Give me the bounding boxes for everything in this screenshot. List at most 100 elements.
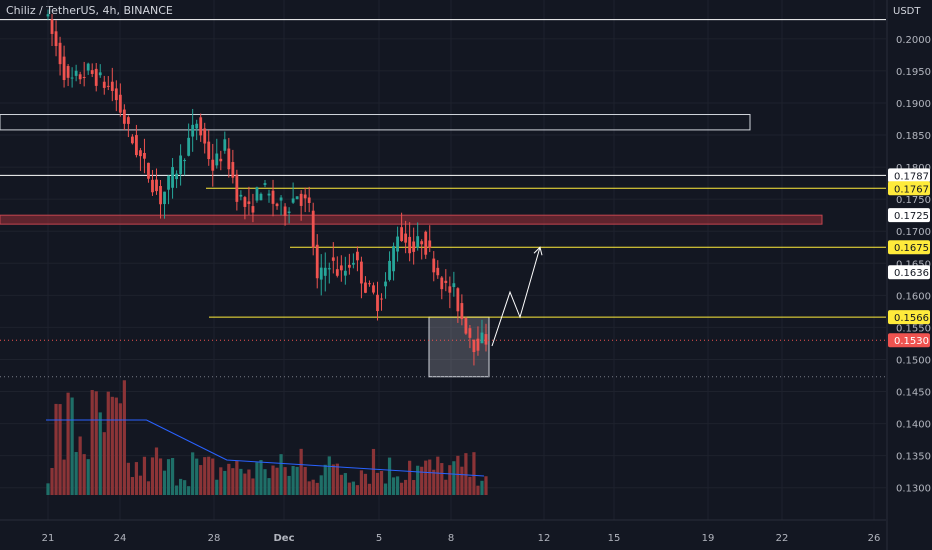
candle-body [207,141,211,160]
volume-bar [183,480,187,495]
price-tick-label: 0.1400 [896,420,931,431]
candle-body [460,303,464,320]
time-tick-label: 22 [776,533,789,544]
candle-body [247,201,251,204]
volume-bar [154,447,159,495]
volume-bar [476,485,480,495]
price-tick-label: 0.1900 [896,99,931,110]
volume-bar [271,465,275,495]
volume-bar [207,456,211,495]
candle-body [408,236,412,254]
volume-bar [50,468,54,495]
volume-bar [62,459,66,495]
candle-body [94,68,98,86]
candle-body [311,210,315,248]
candle-body [448,286,452,293]
candle-body [50,19,54,34]
price-tag [888,265,930,280]
candle-body [106,85,110,87]
volume-bar [412,480,416,495]
volume-bar [444,479,448,495]
volume-bar [387,457,392,495]
candle-body [388,260,391,280]
candle-body [472,339,476,353]
candle-body [187,137,191,156]
candle-body [82,76,86,78]
price-tag [888,208,930,223]
price-tag [888,310,930,325]
price-tag-label: 0.1636 [894,268,929,279]
projection-arrowhead [533,246,543,256]
volume-bar [283,467,287,495]
candle-body [139,150,142,157]
candle-body [428,240,432,248]
price-tag-label: 0.1787 [894,171,929,182]
candle-body [476,338,480,351]
volume-bar [126,462,130,495]
candle-body [396,236,399,252]
candle-body [456,288,460,312]
volume-bar [468,476,472,495]
candle-body [110,81,114,91]
volume-bar [327,456,331,495]
candle-body [114,88,118,101]
volume-bar [339,474,343,495]
volume-bar [247,469,251,495]
volume-bar [166,459,171,495]
volume-bar [404,479,408,495]
volume-bar [460,466,464,495]
candle-body [171,167,174,188]
volume-bar [335,463,339,495]
volume-bar [86,459,90,495]
volume-bar [90,390,94,495]
candle-body [215,153,219,166]
price-tick-label: 0.1300 [896,484,931,495]
candle-body [295,196,299,200]
candle-body [211,159,215,171]
time-tick-label: 19 [702,533,715,544]
candle-body [416,236,420,248]
volume-bar [78,436,82,495]
price-tag-label: 0.1675 [894,243,929,254]
time-tick-label: 24 [114,533,127,544]
candle-body [484,334,488,345]
candle-body [303,194,307,199]
candle-body [70,77,74,79]
candle-body [147,162,150,179]
volume-bar [150,457,155,495]
zone-box [0,114,751,131]
candle-body [364,282,367,293]
volume-bar [199,465,203,495]
candle-body [400,227,404,242]
candle-body [376,294,379,312]
volume-bar [179,478,183,495]
candle-body [267,193,271,196]
time-tick-label: 12 [538,533,551,544]
time-tick-label: Dec [273,533,294,544]
volume-bar [303,467,307,495]
candle-body [90,70,94,74]
volume-bar [82,454,86,495]
candle-body [155,179,158,192]
volume-bar [428,459,432,495]
candle-body [199,117,203,136]
volume-bar [191,452,195,495]
candle-body [227,148,231,170]
time-tick-label: 26 [868,533,881,544]
candle-body [283,206,287,217]
candle-body [58,42,62,65]
candle-body [323,267,327,276]
volume-bar [448,465,452,495]
volume-bar [74,452,78,495]
price-tick-label: 0.1950 [896,67,931,78]
price-tick-label: 0.1350 [896,452,931,463]
consolidation-box [428,316,490,378]
candle-body [360,261,363,284]
volume-bar [319,475,323,495]
volume-bar [371,448,376,495]
candle-body [319,267,323,280]
volume-bar [295,466,299,495]
volume-bar [299,448,303,495]
candle-body [347,264,351,268]
